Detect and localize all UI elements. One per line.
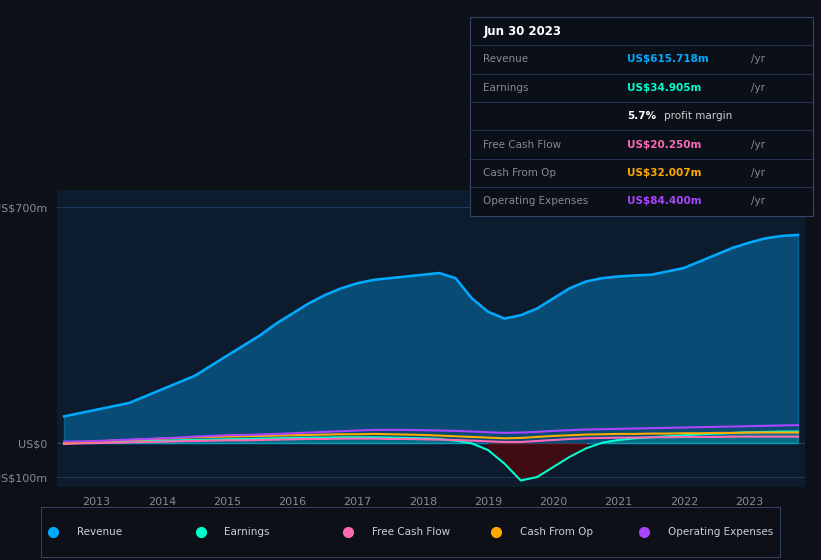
- Text: Revenue: Revenue: [484, 54, 529, 64]
- Text: Operating Expenses: Operating Expenses: [667, 527, 773, 537]
- Text: /yr: /yr: [751, 83, 765, 93]
- Text: 5.7%: 5.7%: [627, 111, 657, 121]
- Text: Earnings: Earnings: [224, 527, 270, 537]
- Text: Revenue: Revenue: [76, 527, 122, 537]
- Text: /yr: /yr: [751, 197, 765, 207]
- Text: Operating Expenses: Operating Expenses: [484, 197, 589, 207]
- Text: US$20.250m: US$20.250m: [627, 139, 702, 150]
- Text: US$84.400m: US$84.400m: [627, 197, 702, 207]
- Text: Earnings: Earnings: [484, 83, 529, 93]
- Text: /yr: /yr: [751, 54, 765, 64]
- Text: profit margin: profit margin: [663, 111, 732, 121]
- Text: US$32.007m: US$32.007m: [627, 168, 702, 178]
- Text: /yr: /yr: [751, 139, 765, 150]
- Text: /yr: /yr: [751, 168, 765, 178]
- Text: Cash From Op: Cash From Op: [484, 168, 557, 178]
- Text: Cash From Op: Cash From Op: [520, 527, 593, 537]
- Text: Free Cash Flow: Free Cash Flow: [372, 527, 450, 537]
- Text: US$34.905m: US$34.905m: [627, 83, 702, 93]
- Text: Free Cash Flow: Free Cash Flow: [484, 139, 562, 150]
- Text: Jun 30 2023: Jun 30 2023: [484, 25, 562, 38]
- Text: US$615.718m: US$615.718m: [627, 54, 709, 64]
